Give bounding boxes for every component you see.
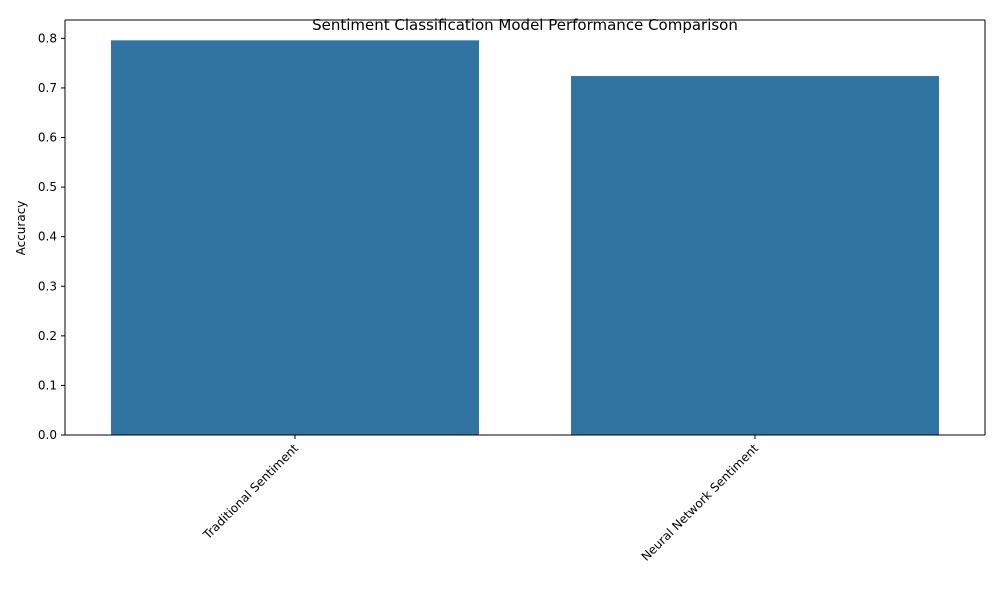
- y-axis: 0.0 0.1 0.2 0.3 0.4 0.5 0.6 0.7 0.8: [38, 31, 65, 442]
- x-tick-label-2: Neural Network Sentiment: [639, 441, 762, 564]
- y-axis-label: Accuracy: [14, 201, 28, 256]
- y-tick-label-5: 0.5: [38, 180, 57, 194]
- y-tick-label-8: 0.8: [38, 31, 57, 45]
- y-tick-label-2: 0.2: [38, 329, 57, 343]
- y-tick-label-1: 0.1: [38, 378, 57, 392]
- x-tick-label-1: Traditional Sentiment: [200, 441, 302, 543]
- bar-2: [571, 76, 939, 436]
- y-tick-label-7: 0.7: [38, 81, 57, 95]
- x-axis: Traditional Sentiment Neural Network Sent…: [200, 435, 762, 564]
- bar-1: [111, 40, 479, 436]
- y-tick-label-4: 0.4: [38, 230, 57, 244]
- y-tick-label-0: 0.0: [38, 428, 57, 442]
- bars-layer: [111, 40, 939, 436]
- chart-title: Sentiment Classification Model Performan…: [312, 16, 738, 34]
- y-tick-label-6: 0.6: [38, 131, 57, 145]
- y-tick-label-3: 0.3: [38, 279, 57, 293]
